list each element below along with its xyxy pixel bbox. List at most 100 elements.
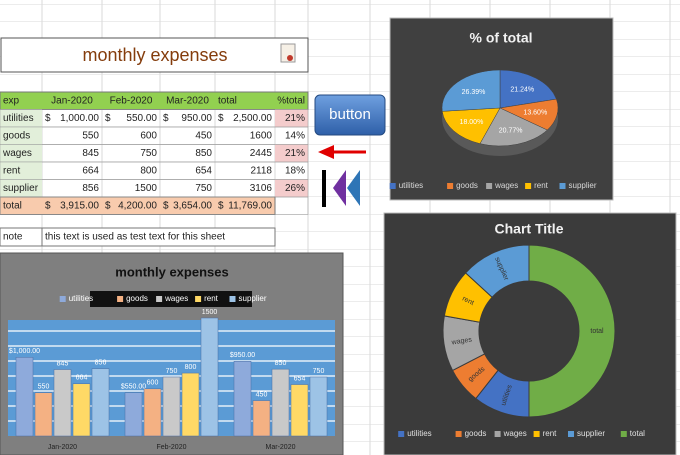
cell-value: 654 <box>195 165 212 176</box>
legend-label: supplier <box>569 181 597 190</box>
note-text: this text is used as test text for this … <box>45 232 225 243</box>
pie-slice <box>479 107 548 147</box>
label-fill <box>0 127 42 145</box>
data-label: 18.00% <box>460 119 484 126</box>
icon <box>280 43 296 63</box>
legend-label: total <box>630 429 645 438</box>
legend-swatch <box>447 183 454 189</box>
header-cell: %total <box>277 95 305 106</box>
legend-label: wages <box>503 429 527 438</box>
cell-value: total <box>3 200 22 211</box>
legend-swatch <box>389 183 396 189</box>
cell-value: 600 <box>140 130 157 141</box>
data-label: 850 <box>275 360 287 367</box>
legend-label: supplier <box>577 429 605 438</box>
data-label: 750 <box>166 368 178 375</box>
cell-value: 850 <box>195 148 212 159</box>
chart-title: Chart Title <box>495 221 564 237</box>
cell-value: 950.00 <box>181 113 212 124</box>
pct-highlight <box>275 144 308 162</box>
data-label: 450 <box>256 391 268 398</box>
x-tick-label: Feb-2020 <box>157 444 187 451</box>
cell-value: 664 <box>82 165 99 176</box>
data-label: 1500 <box>202 309 218 316</box>
cell-value: 3,915.00 <box>60 200 99 211</box>
cell-value: 2,500.00 <box>233 113 272 124</box>
table: exp Jan-2020 Feb-2020 Mar-2020 total %total ut… <box>0 91 309 247</box>
bar <box>124 392 143 437</box>
legend-label: goods <box>465 429 487 438</box>
label-fill <box>0 179 42 197</box>
cell-value: 4,200.00 <box>118 200 157 211</box>
data-label: 21.24% <box>510 86 534 93</box>
bar-chart: monthly expenses $1,000.00 550 845 664 856 Jan… <box>0 252 344 455</box>
label-fill <box>0 144 42 162</box>
pct-highlight <box>275 179 308 197</box>
cell-value: 26% <box>285 183 305 194</box>
red-arrow <box>318 145 366 159</box>
slice-label: total <box>590 328 604 335</box>
legend-swatch <box>533 431 540 437</box>
button-label[interactable]: button <box>329 106 371 123</box>
cell-value: 21% <box>285 148 305 159</box>
legend-label: utilities <box>399 181 423 190</box>
bar <box>181 372 200 437</box>
legend-swatch <box>486 183 493 189</box>
data-label: 664 <box>76 375 88 382</box>
currency-symbol: $ <box>218 200 224 211</box>
currency-symbol: $ <box>45 113 51 124</box>
cell-value: 14% <box>285 130 305 141</box>
legend-swatch <box>620 431 627 437</box>
note-label: note <box>3 232 23 243</box>
cell-value: 3106 <box>250 183 273 194</box>
cell-value: 21% <box>285 113 305 124</box>
currency-symbol: $ <box>105 200 111 211</box>
cell-value: 11,769.00 <box>228 200 272 211</box>
data-label: 550 <box>38 384 50 391</box>
bar <box>91 368 110 437</box>
legend-label: goods <box>126 294 148 303</box>
data-label: 750 <box>313 368 325 375</box>
data-label: $950.00 <box>230 352 255 359</box>
data-label: 845 <box>57 360 69 367</box>
legend-swatch <box>156 296 163 302</box>
legend-swatch <box>59 296 66 302</box>
cell-value: 1,000.00 <box>60 113 99 124</box>
bar <box>72 383 91 437</box>
currency-symbol: $ <box>105 113 111 124</box>
legend-swatch <box>229 296 236 302</box>
bar <box>271 368 290 437</box>
cell-value: 18% <box>285 165 305 176</box>
header-cell: Jan-2020 <box>51 95 93 106</box>
legend-swatch <box>117 296 124 302</box>
cell-value: supplier <box>3 183 39 194</box>
currency-symbol: $ <box>45 200 51 211</box>
legend-label: rent <box>543 429 558 438</box>
cell-value: rent <box>3 165 20 176</box>
legend-swatch <box>568 431 574 437</box>
bar <box>200 317 219 437</box>
pie-chart: % of total 21.24% 13.60% 20.77% 18.00% 26.39%… <box>389 17 614 201</box>
button[interactable]: button <box>314 94 386 136</box>
legend-swatch <box>398 431 405 437</box>
charts: % of total 21.24% 13.60% 20.77% 18.00% 26.39%… <box>0 17 677 455</box>
bar <box>252 400 271 437</box>
bar <box>290 384 309 437</box>
slice-label: wages <box>450 336 473 346</box>
data-label: 26.39% <box>462 89 486 96</box>
cell-value: 3,654.00 <box>173 200 212 211</box>
cell-value: utilities <box>3 113 34 124</box>
cell-value: 1600 <box>250 130 273 141</box>
legend-swatch <box>559 183 566 189</box>
legend-label: rent <box>204 294 219 303</box>
currency-symbol: $ <box>163 200 169 211</box>
slice-label: rent <box>461 295 475 307</box>
data-label: $1,000.00 <box>9 348 40 355</box>
data-label: 600 <box>147 380 159 387</box>
data-label: 856 <box>95 360 107 367</box>
cell-value: 2118 <box>250 165 272 176</box>
cell-value: 550.00 <box>126 113 157 124</box>
rewind-icon <box>322 170 360 207</box>
currency-symbol: $ <box>163 113 169 124</box>
pie-slice <box>499 69 557 109</box>
